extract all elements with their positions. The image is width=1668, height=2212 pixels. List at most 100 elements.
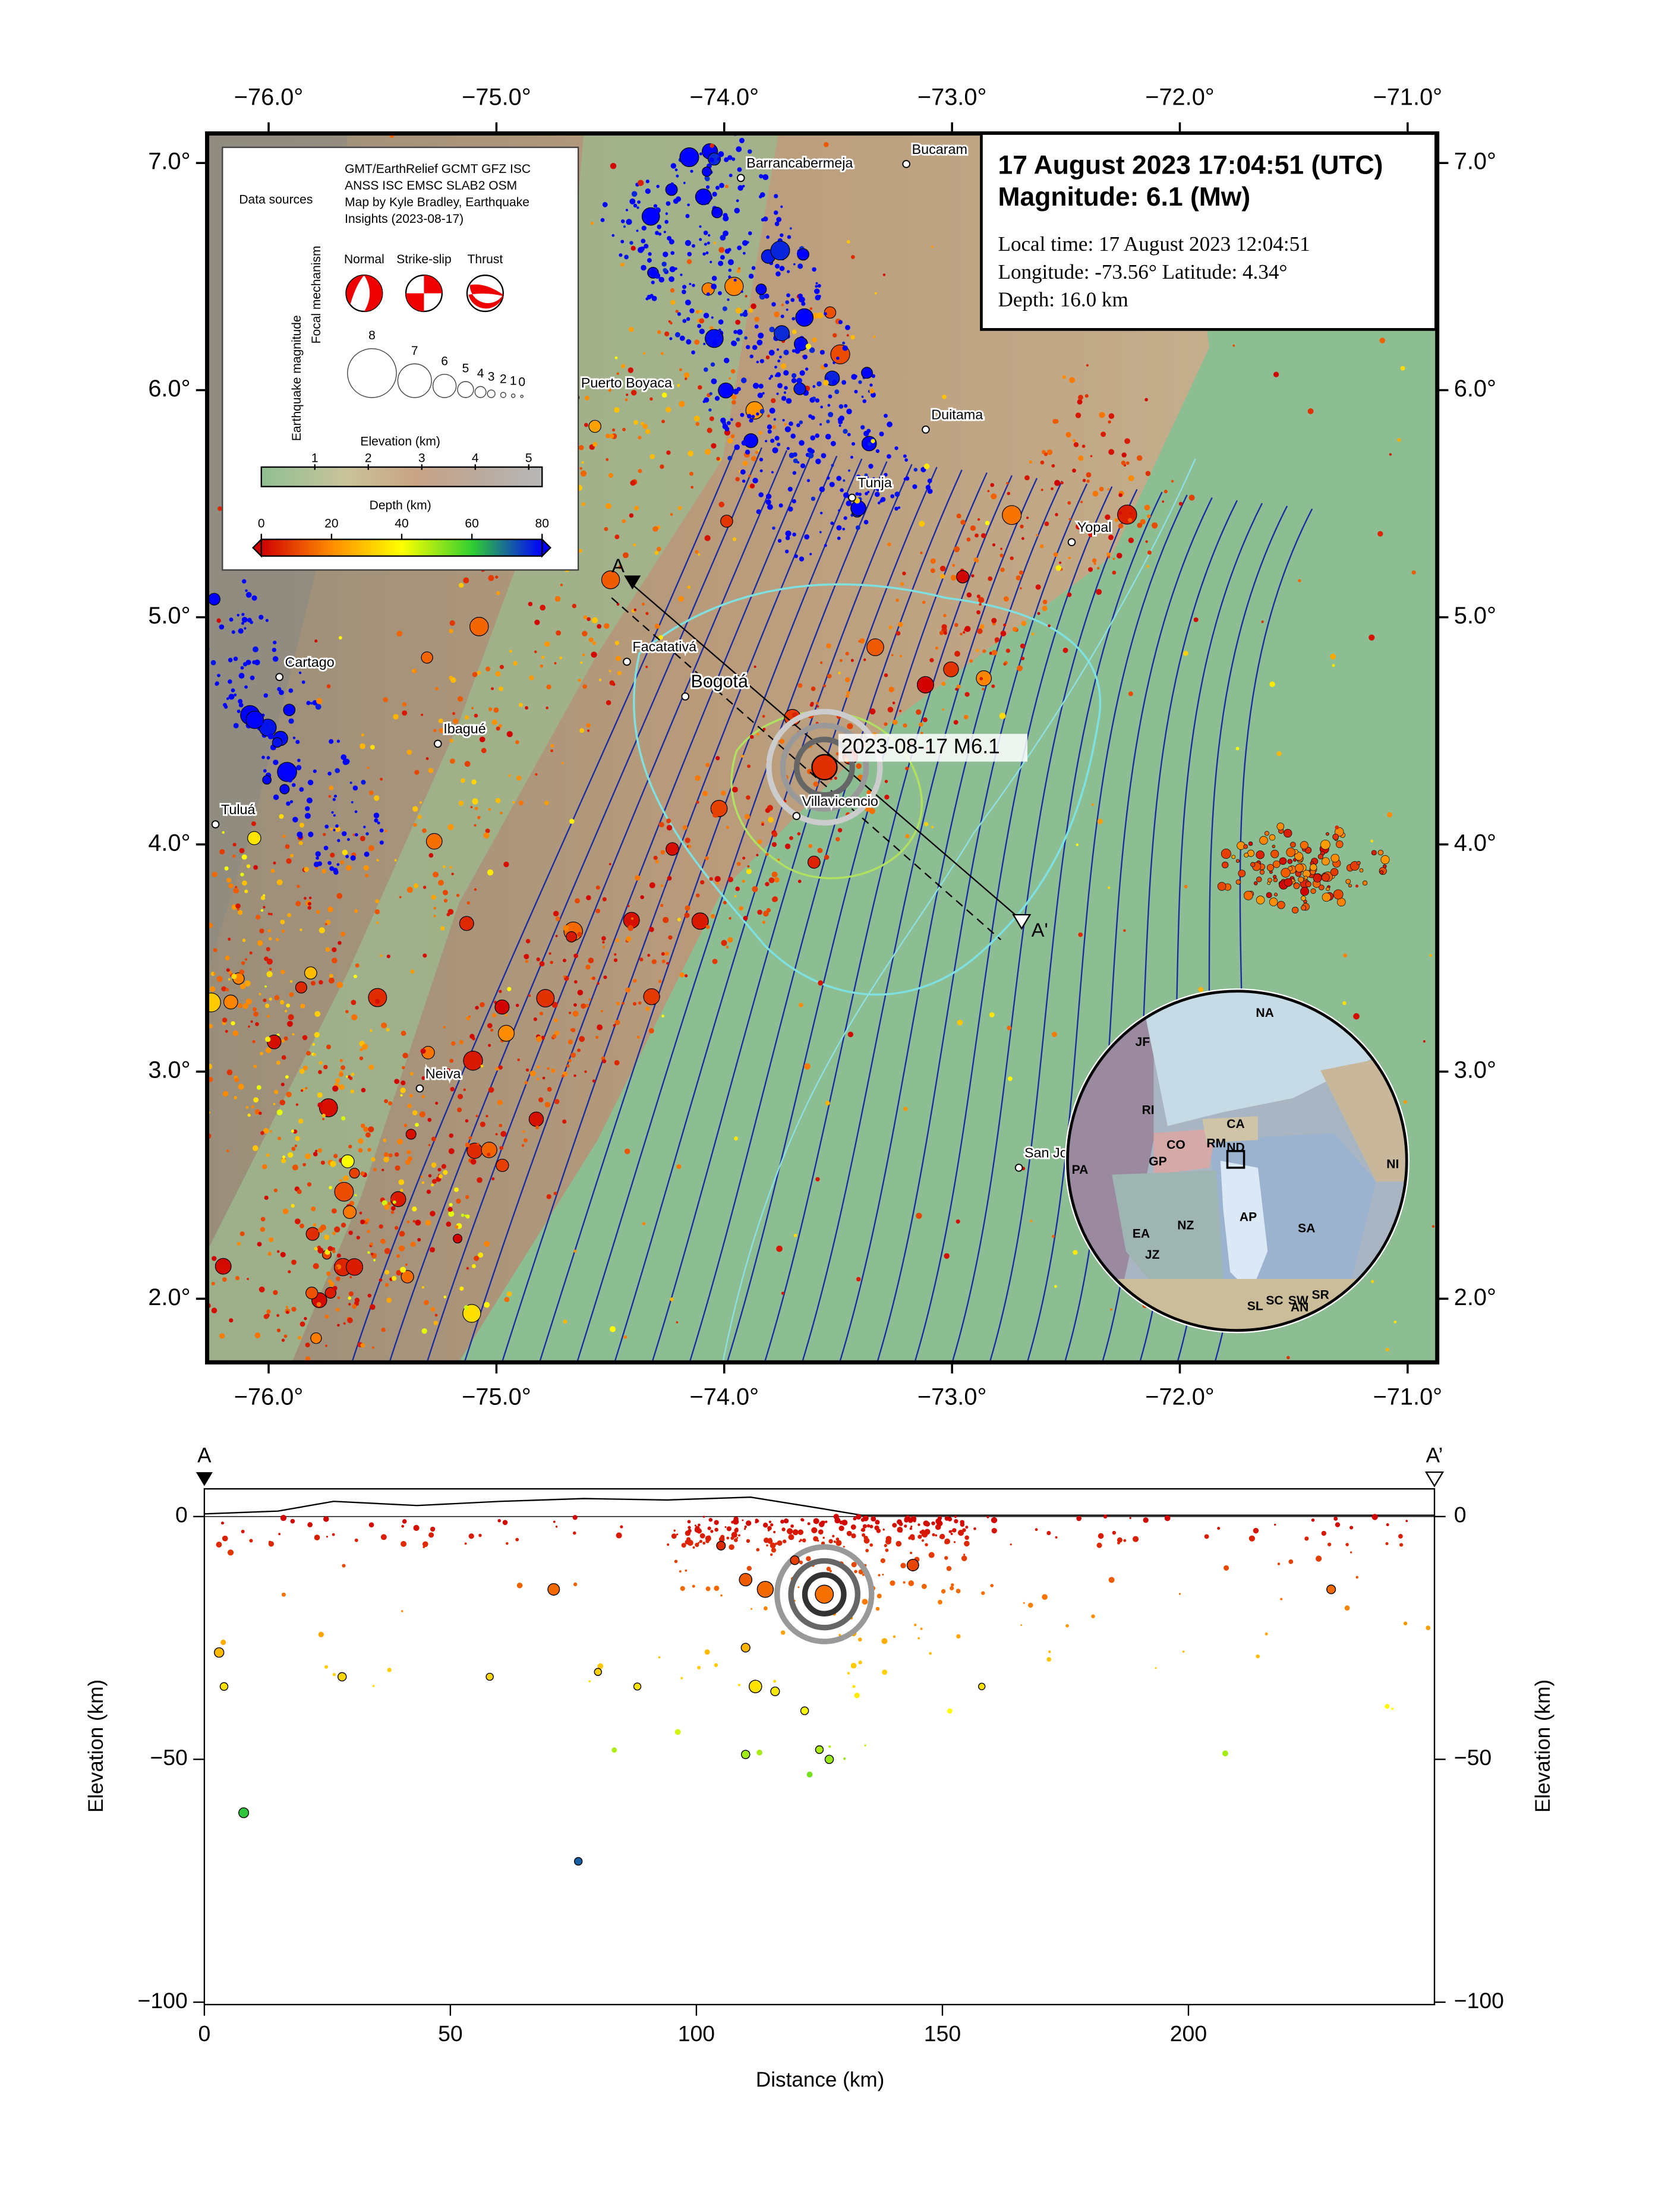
seismicity-dot — [884, 795, 890, 800]
seismicity-dot — [963, 714, 969, 720]
seismicity-dot — [1147, 514, 1151, 518]
seismicity-dot — [767, 414, 770, 418]
seismicity-dot — [701, 166, 712, 177]
y-tick-label: 7.0° — [148, 149, 190, 175]
seismicity-dot — [727, 421, 731, 426]
seismicity-dot — [735, 421, 742, 428]
seismicity-dot — [771, 471, 774, 474]
seismicity-dot — [1145, 471, 1151, 476]
section-dot — [555, 1526, 558, 1528]
seismicity-dot — [693, 415, 700, 422]
seismicity-dot — [376, 859, 379, 862]
seismicity-dot — [197, 1261, 203, 1267]
seismicity-dot — [870, 478, 876, 484]
section-dot — [910, 1525, 913, 1528]
seismicity-dot — [872, 477, 875, 480]
section-dot — [862, 1599, 868, 1605]
section-dot — [909, 1534, 915, 1539]
section-dot — [714, 1527, 718, 1532]
section-dot — [1204, 1534, 1209, 1539]
seismicity-dot — [394, 1152, 399, 1157]
seismicity-dot — [315, 866, 319, 870]
seismicity-dot — [222, 1277, 227, 1282]
seismicity-dot — [820, 512, 823, 515]
seismicity-dot — [306, 1051, 311, 1056]
seismicity-dot — [190, 1080, 196, 1086]
seismicity-dot — [898, 622, 903, 628]
seismicity-dot — [736, 199, 739, 203]
section-dot — [1333, 1517, 1338, 1521]
seismicity-dot — [825, 377, 828, 380]
seismicity-dot — [776, 392, 779, 395]
city-label: Bucaram — [912, 141, 967, 157]
seismicity-dot — [480, 1002, 485, 1007]
seismicity-dot — [774, 436, 780, 441]
section-dot — [799, 1540, 801, 1543]
seismicity-dot — [927, 478, 932, 484]
seismicity-dot — [1080, 500, 1083, 503]
seismicity-dot — [700, 880, 705, 885]
seismicity-dot — [306, 797, 313, 803]
seismicity-dot — [741, 440, 747, 446]
seismicity-dot — [268, 937, 272, 941]
seismicity-dot — [786, 270, 790, 273]
seismicity-dot — [286, 858, 292, 864]
city-label: Ibagué — [443, 721, 486, 736]
seismicity-dot — [704, 397, 710, 403]
seismicity-dot — [365, 874, 369, 878]
seismicity-dot — [515, 1003, 519, 1007]
seismicity-dot — [735, 319, 740, 325]
seismicity-dot — [595, 885, 600, 890]
section-dot — [871, 1516, 876, 1522]
seismicity-dot — [281, 1158, 286, 1164]
seismicity-dot — [356, 1236, 360, 1240]
seismicity-dot — [891, 654, 894, 657]
seismicity-dot — [563, 1319, 567, 1324]
seismicity-dot — [281, 929, 285, 933]
section-dot — [502, 1520, 508, 1526]
seismicity-dot — [384, 1283, 389, 1287]
seismicity-dot — [319, 980, 323, 985]
seismicity-dot — [645, 612, 649, 615]
seismicity-dot — [774, 365, 777, 369]
slab-contour — [914, 486, 1113, 1363]
seismicity-dot — [480, 1064, 484, 1068]
seismicity-dot — [447, 1206, 453, 1212]
seismicity-dot — [488, 707, 493, 711]
seismicity-dot — [307, 1182, 312, 1187]
seismicity-dot — [345, 1075, 348, 1078]
section-event — [815, 1745, 824, 1754]
seismicity-dot — [1140, 519, 1146, 525]
seismicity-dot — [794, 554, 798, 559]
seismicity-dot — [421, 1076, 426, 1080]
seismicity-dot — [343, 1322, 346, 1325]
seismicity-dot — [1431, 1225, 1435, 1228]
magdalena-valley — [207, 133, 778, 1363]
seismicity-dot — [834, 389, 840, 395]
seismicity-dot — [1369, 634, 1375, 641]
section-dot — [422, 1546, 425, 1549]
x-tick-label: −74.0° — [690, 84, 759, 111]
seismicity-dot — [846, 408, 852, 415]
section-dot — [734, 1538, 738, 1542]
seismicity-dot — [464, 761, 471, 767]
seismicity-dot — [336, 1271, 339, 1274]
seismicity-dot — [398, 1179, 405, 1186]
seismicity-dot — [281, 1039, 285, 1043]
seismicity-dot — [588, 998, 591, 1001]
seismicity-dot — [1326, 887, 1330, 891]
seismicity-dot — [786, 446, 790, 450]
seismicity-dot — [823, 380, 829, 386]
seismicity-dot — [888, 686, 894, 692]
seismicity-dot — [386, 1028, 390, 1032]
seismicity-dot — [374, 818, 379, 823]
seismicity-dot — [871, 439, 875, 443]
seismicity-dot — [449, 629, 453, 634]
section-dot — [1280, 1597, 1283, 1600]
seismicity-dot — [837, 828, 843, 833]
seismicity-dot — [577, 990, 584, 995]
section-event — [800, 1706, 809, 1715]
seismicity-dot — [952, 563, 956, 567]
slab-contour — [838, 480, 1063, 1363]
